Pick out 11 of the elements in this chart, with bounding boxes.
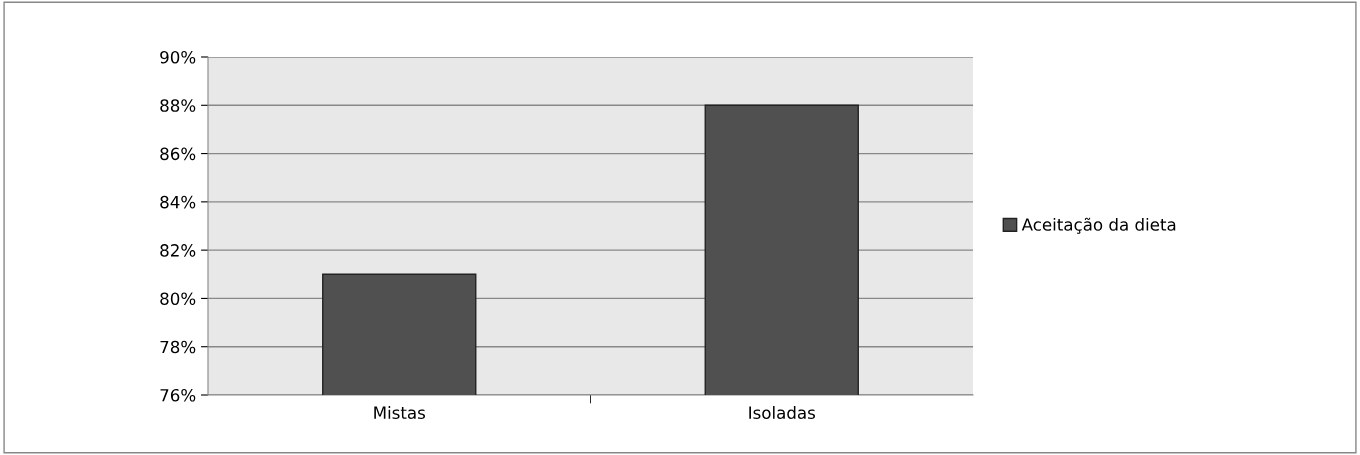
- y-tick-label: 80%: [160, 292, 196, 305]
- y-tick-label: 76%: [160, 388, 196, 402]
- y-tick-label: 84%: [160, 195, 196, 209]
- x-tick-label: Mistas: [374, 406, 425, 420]
- legend-label: Aceitação da dieta: [1021, 217, 1176, 234]
- x-tick-label: Isoladas: [749, 406, 815, 420]
- y-tick-label: 90%: [160, 50, 196, 64]
- y-tick-label: 78%: [160, 340, 196, 354]
- y-tick-label: 86%: [160, 147, 196, 161]
- y-tick-label: 82%: [160, 244, 196, 257]
- y-tick-label: 88%: [160, 99, 196, 112]
